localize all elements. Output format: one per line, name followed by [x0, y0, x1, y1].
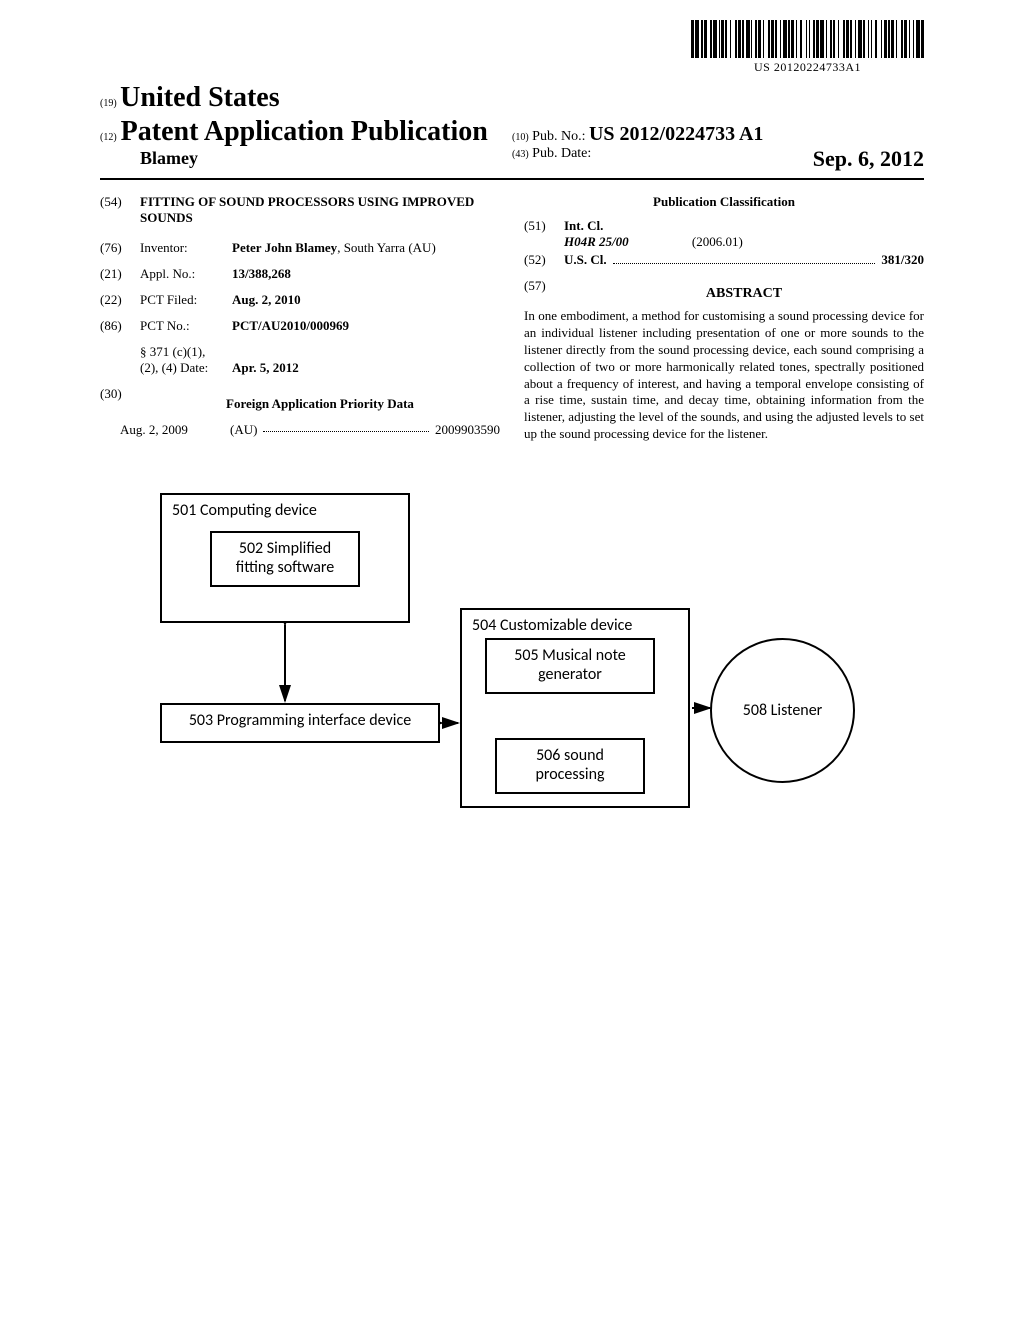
abstract-text: In one embodiment, a method for customis… [524, 308, 924, 443]
barcode-bars [691, 20, 924, 58]
box-502-label: 502 Simplified fitting software [236, 539, 335, 577]
uscl-value: 381/320 [881, 252, 924, 268]
code-86: (86) [100, 318, 140, 334]
bibliographic-data: (54) FITTING OF SOUND PROCESSORS USING I… [100, 194, 924, 443]
pct-filed-label: PCT Filed: [140, 292, 232, 308]
code-12: (12) [100, 132, 117, 143]
barcode-region: US 20120224733A1 [100, 20, 924, 76]
code-54: (54) [100, 194, 140, 226]
right-column: Publication Classification (51) Int. Cl.… [524, 194, 924, 443]
abstract-heading: ABSTRACT [564, 286, 924, 302]
pub-date-label: Pub. Date: [532, 146, 591, 161]
publication-number: US 2012/0224733 A1 [589, 123, 763, 145]
priority-date: Aug. 2, 2009 [120, 422, 230, 438]
box-506-sound-processing: 506 sound processing [495, 738, 645, 794]
pct-number: PCT/AU2010/000969 [232, 318, 349, 334]
pub-no-label: Pub. No.: [532, 129, 585, 144]
publication-date: Sep. 6, 2012 [813, 146, 924, 172]
code-76: (76) [100, 240, 140, 256]
box-503-programming-interface: 503 Programming interface device [160, 703, 440, 743]
application-number: 13/388,268 [232, 266, 291, 282]
code-57: (57) [524, 278, 564, 308]
appl-no-label: Appl. No.: [140, 266, 232, 282]
header-divider [100, 178, 924, 180]
box-501-label: 501 Computing device [172, 501, 317, 520]
invention-title: FITTING OF SOUND PROCESSORS USING IMPROV… [140, 194, 500, 226]
intcl-symbol: H04R 25/00 [564, 234, 629, 249]
classification-heading: Publication Classification [524, 194, 924, 210]
s371-date: Apr. 5, 2012 [232, 360, 299, 376]
author-surname: Blamey [140, 148, 512, 169]
priority-app-number: 2009903590 [435, 422, 500, 438]
code-30: (30) [100, 386, 140, 422]
intcl-label: Int. Cl. [564, 218, 743, 234]
box-505-note-generator: 505 Musical note generator [485, 638, 655, 694]
code-21: (21) [100, 266, 140, 282]
barcode-number: US 20120224733A1 [691, 60, 924, 75]
intcl-version: (2006.01) [692, 234, 743, 249]
code-51: (51) [524, 218, 564, 250]
pct-filed-date: Aug. 2, 2010 [232, 292, 301, 308]
priority-heading: Foreign Application Priority Data [140, 396, 500, 412]
uscl-label: U.S. Cl. [564, 252, 607, 268]
box-508-label: 508 Listener [743, 701, 823, 720]
s371-line1: § 371 (c)(1), [140, 344, 500, 360]
code-10: (10) [512, 132, 529, 143]
box-508-listener: 508 Listener [710, 638, 855, 783]
box-505-label: 505 Musical note generator [514, 646, 626, 684]
code-52: (52) [524, 252, 564, 268]
code-22: (22) [100, 292, 140, 308]
inventor-value: Peter John Blamey, South Yarra (AU) [232, 240, 436, 256]
left-column: (54) FITTING OF SOUND PROCESSORS USING I… [100, 194, 500, 443]
figure-diagram: 501 Computing device 502 Simplified fitt… [130, 493, 910, 853]
inventor-label: Inventor: [140, 240, 232, 256]
code-43: (43) [512, 149, 529, 160]
box-506-label: 506 sound processing [535, 746, 604, 784]
priority-country: (AU) [230, 422, 257, 438]
country: United States [120, 82, 279, 113]
dotted-leader [263, 422, 429, 432]
pct-no-label: PCT No.: [140, 318, 232, 334]
box-502-fitting-software: 502 Simplified fitting software [210, 531, 360, 587]
code-19: (19) [100, 98, 117, 109]
document-header: (19) United States (12) Patent Applicati… [100, 82, 924, 172]
publication-type: Patent Application Publication [121, 116, 488, 147]
box-503-label: 503 Programming interface device [189, 711, 411, 730]
dotted-leader [613, 254, 876, 264]
s371-line2: (2), (4) Date: [140, 360, 232, 376]
box-504-label: 504 Customizable device [472, 616, 632, 635]
